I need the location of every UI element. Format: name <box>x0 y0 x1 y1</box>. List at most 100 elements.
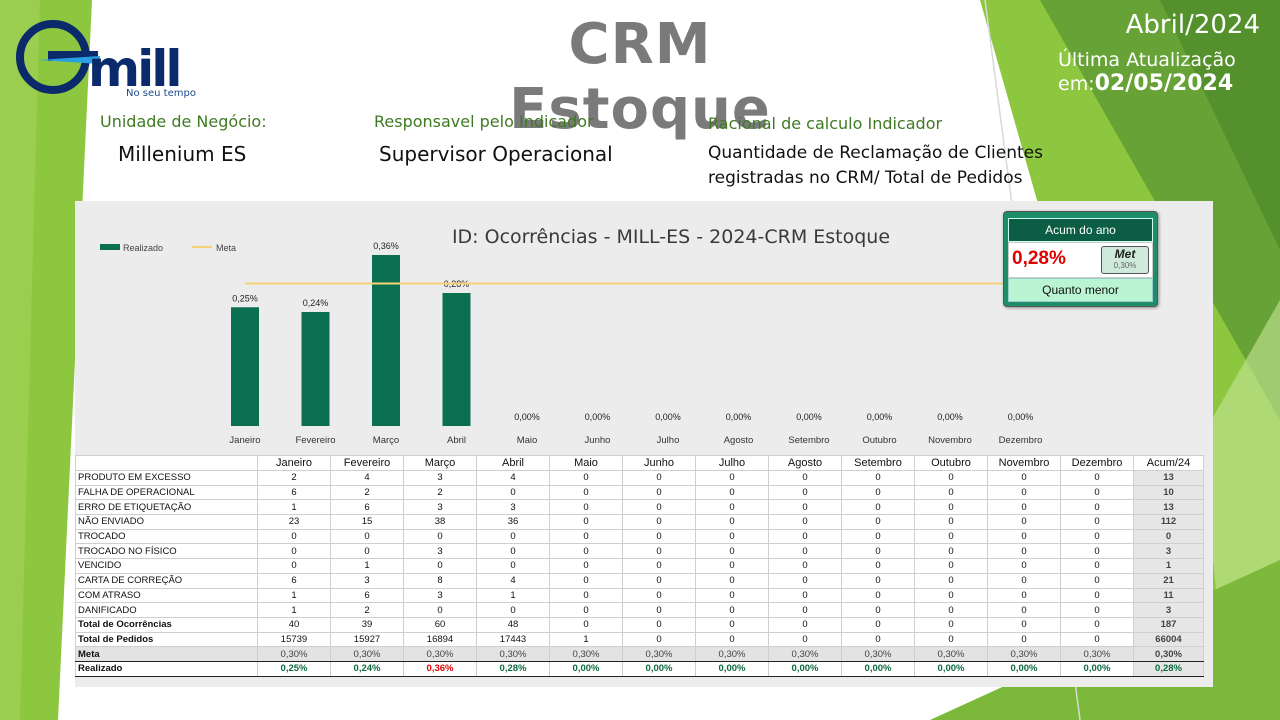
row-total: 11 <box>1133 587 1204 604</box>
table-cell: 0 <box>987 602 1061 618</box>
table-cell: 0 <box>330 543 404 560</box>
table-row: COM ATRASO 1 6 3 1 0 0 0 0 0 0 0 0 11 <box>75 587 1204 604</box>
table-cell: 0 <box>987 514 1061 530</box>
table-cell: 0 <box>841 528 915 545</box>
table-cell: 0 <box>1060 528 1134 545</box>
table-cell: 0,30% <box>768 646 842 662</box>
row-total: 13 <box>1133 499 1204 516</box>
table-cell: 15927 <box>330 631 404 648</box>
table-cell: 0 <box>622 602 696 618</box>
row-label: FALHA DE OPERACIONAL <box>75 484 258 501</box>
chart-title: ID: Ocorrências - MILL-ES - 2024-CRM Est… <box>452 226 890 248</box>
table-cell: 0 <box>914 528 988 545</box>
table-cell: 0 <box>549 470 623 486</box>
table-cell: 0 <box>841 558 915 574</box>
table-cell: 0 <box>257 558 331 574</box>
table-cell: 0,25% <box>257 660 331 677</box>
row-total: 0,30% <box>1133 646 1204 662</box>
column-header: Dezembro <box>1060 455 1134 471</box>
row-total: 1 <box>1133 558 1204 574</box>
bar-data-label: 0,00% <box>585 412 611 422</box>
table-cell: 0,00% <box>695 660 769 677</box>
table-cell: 38 <box>403 514 477 530</box>
table-cell: 0 <box>695 484 769 501</box>
table-cell: 0 <box>257 543 331 560</box>
rational-value: Quantidade de Reclamação de Clientes reg… <box>708 141 1043 191</box>
table-cell: 2 <box>330 602 404 618</box>
table-cell: 1 <box>549 631 623 648</box>
summary-direction: Quanto menor <box>1008 278 1153 302</box>
table-cell: 0 <box>914 558 988 574</box>
table-cell: 0 <box>914 602 988 618</box>
row-label: NÃO ENVIADO <box>75 514 258 530</box>
owner-value: Supervisor Operacional <box>379 142 613 166</box>
table-cell: 0 <box>768 484 842 501</box>
table-cell: 0 <box>403 602 477 618</box>
category-label: Janeiro <box>229 435 260 446</box>
row-label: ERRO DE ETIQUETAÇÃO <box>75 499 258 516</box>
table-cell: 0 <box>768 631 842 648</box>
row-total: 13 <box>1133 470 1204 486</box>
category-label: Novembro <box>928 435 972 446</box>
bar-data-label: 0,25% <box>232 293 258 303</box>
table-cell: 0 <box>695 543 769 560</box>
table-cell: 1 <box>476 587 550 604</box>
table-cell: 0 <box>914 572 988 589</box>
table-cell: 0,30% <box>841 646 915 662</box>
table-cell: 0 <box>768 587 842 604</box>
row-total: 3 <box>1133 602 1204 618</box>
legend-label-meta: Meta <box>216 243 236 253</box>
table-cell: 15 <box>330 514 404 530</box>
table-cell: 0,00% <box>622 660 696 677</box>
table-cell: 0 <box>914 484 988 501</box>
table-cell: 0,30% <box>695 646 769 662</box>
table-cell: 16894 <box>403 631 477 648</box>
table-cell: 0 <box>768 616 842 633</box>
table-cell: 3 <box>403 587 477 604</box>
rational-label: Racional de calculo Indicador <box>708 114 943 133</box>
table-cell: 2 <box>330 484 404 501</box>
realizado-row: Realizado 0,25% 0,24% 0,36% 0,28% 0,00% 0,00% 0… <box>75 660 1204 677</box>
row-total: 10 <box>1133 484 1204 501</box>
table-cell: 0 <box>1060 470 1134 486</box>
table-cell: 0 <box>549 558 623 574</box>
table-cell: 0 <box>1060 499 1134 516</box>
table-cell: 0 <box>768 499 842 516</box>
table-cell: 0 <box>622 572 696 589</box>
table-row: CARTA DE CORREÇÃO 6 3 8 4 0 0 0 0 0 0 0 0 21 <box>75 572 1204 589</box>
table-cell: 0 <box>841 631 915 648</box>
table-cell: 0 <box>914 470 988 486</box>
bar-data-label: 0,00% <box>937 412 963 422</box>
table-cell: 0 <box>987 499 1061 516</box>
bar-data-label: 0,00% <box>514 412 540 422</box>
table-cell: 0 <box>768 514 842 530</box>
table-cell: 0 <box>841 587 915 604</box>
summary-card: Acum do ano 0,28% Met 0,30% Quanto menor <box>1003 211 1158 307</box>
column-header: Abril <box>476 455 550 471</box>
table-cell: 0 <box>549 499 623 516</box>
chart-bar <box>301 312 330 426</box>
table-cell: 0,30% <box>476 646 550 662</box>
summary-meta-label: Met <box>1114 247 1136 261</box>
period-label: Abril/2024 <box>1125 10 1260 40</box>
logo-wordmark: mill <box>88 40 180 98</box>
row-label: TROCADO NO FÍSICO <box>75 543 258 560</box>
update-info: Última Atualização em:02/05/2024 <box>1058 48 1258 96</box>
legend-label-realizado: Realizado <box>123 243 163 253</box>
row-total: 0 <box>1133 528 1204 545</box>
table-cell: 0 <box>768 543 842 560</box>
table-cell: 0,30% <box>403 646 477 662</box>
table-cell: 0 <box>987 484 1061 501</box>
table-cell: 3 <box>403 470 477 486</box>
table-cell: 0 <box>987 470 1061 486</box>
row-label: Total de Ocorrências <box>75 616 258 633</box>
summary-body: 0,28% Met 0,30% <box>1008 242 1153 278</box>
table-cell: 0 <box>695 616 769 633</box>
table-cell: 0 <box>841 602 915 618</box>
table-cell: 0,00% <box>1060 660 1134 677</box>
category-label: Agosto <box>724 435 754 446</box>
table-cell: 0 <box>476 558 550 574</box>
category-label: Fevereiro <box>295 435 335 446</box>
table-cell: 0 <box>695 470 769 486</box>
table-cell: 23 <box>257 514 331 530</box>
